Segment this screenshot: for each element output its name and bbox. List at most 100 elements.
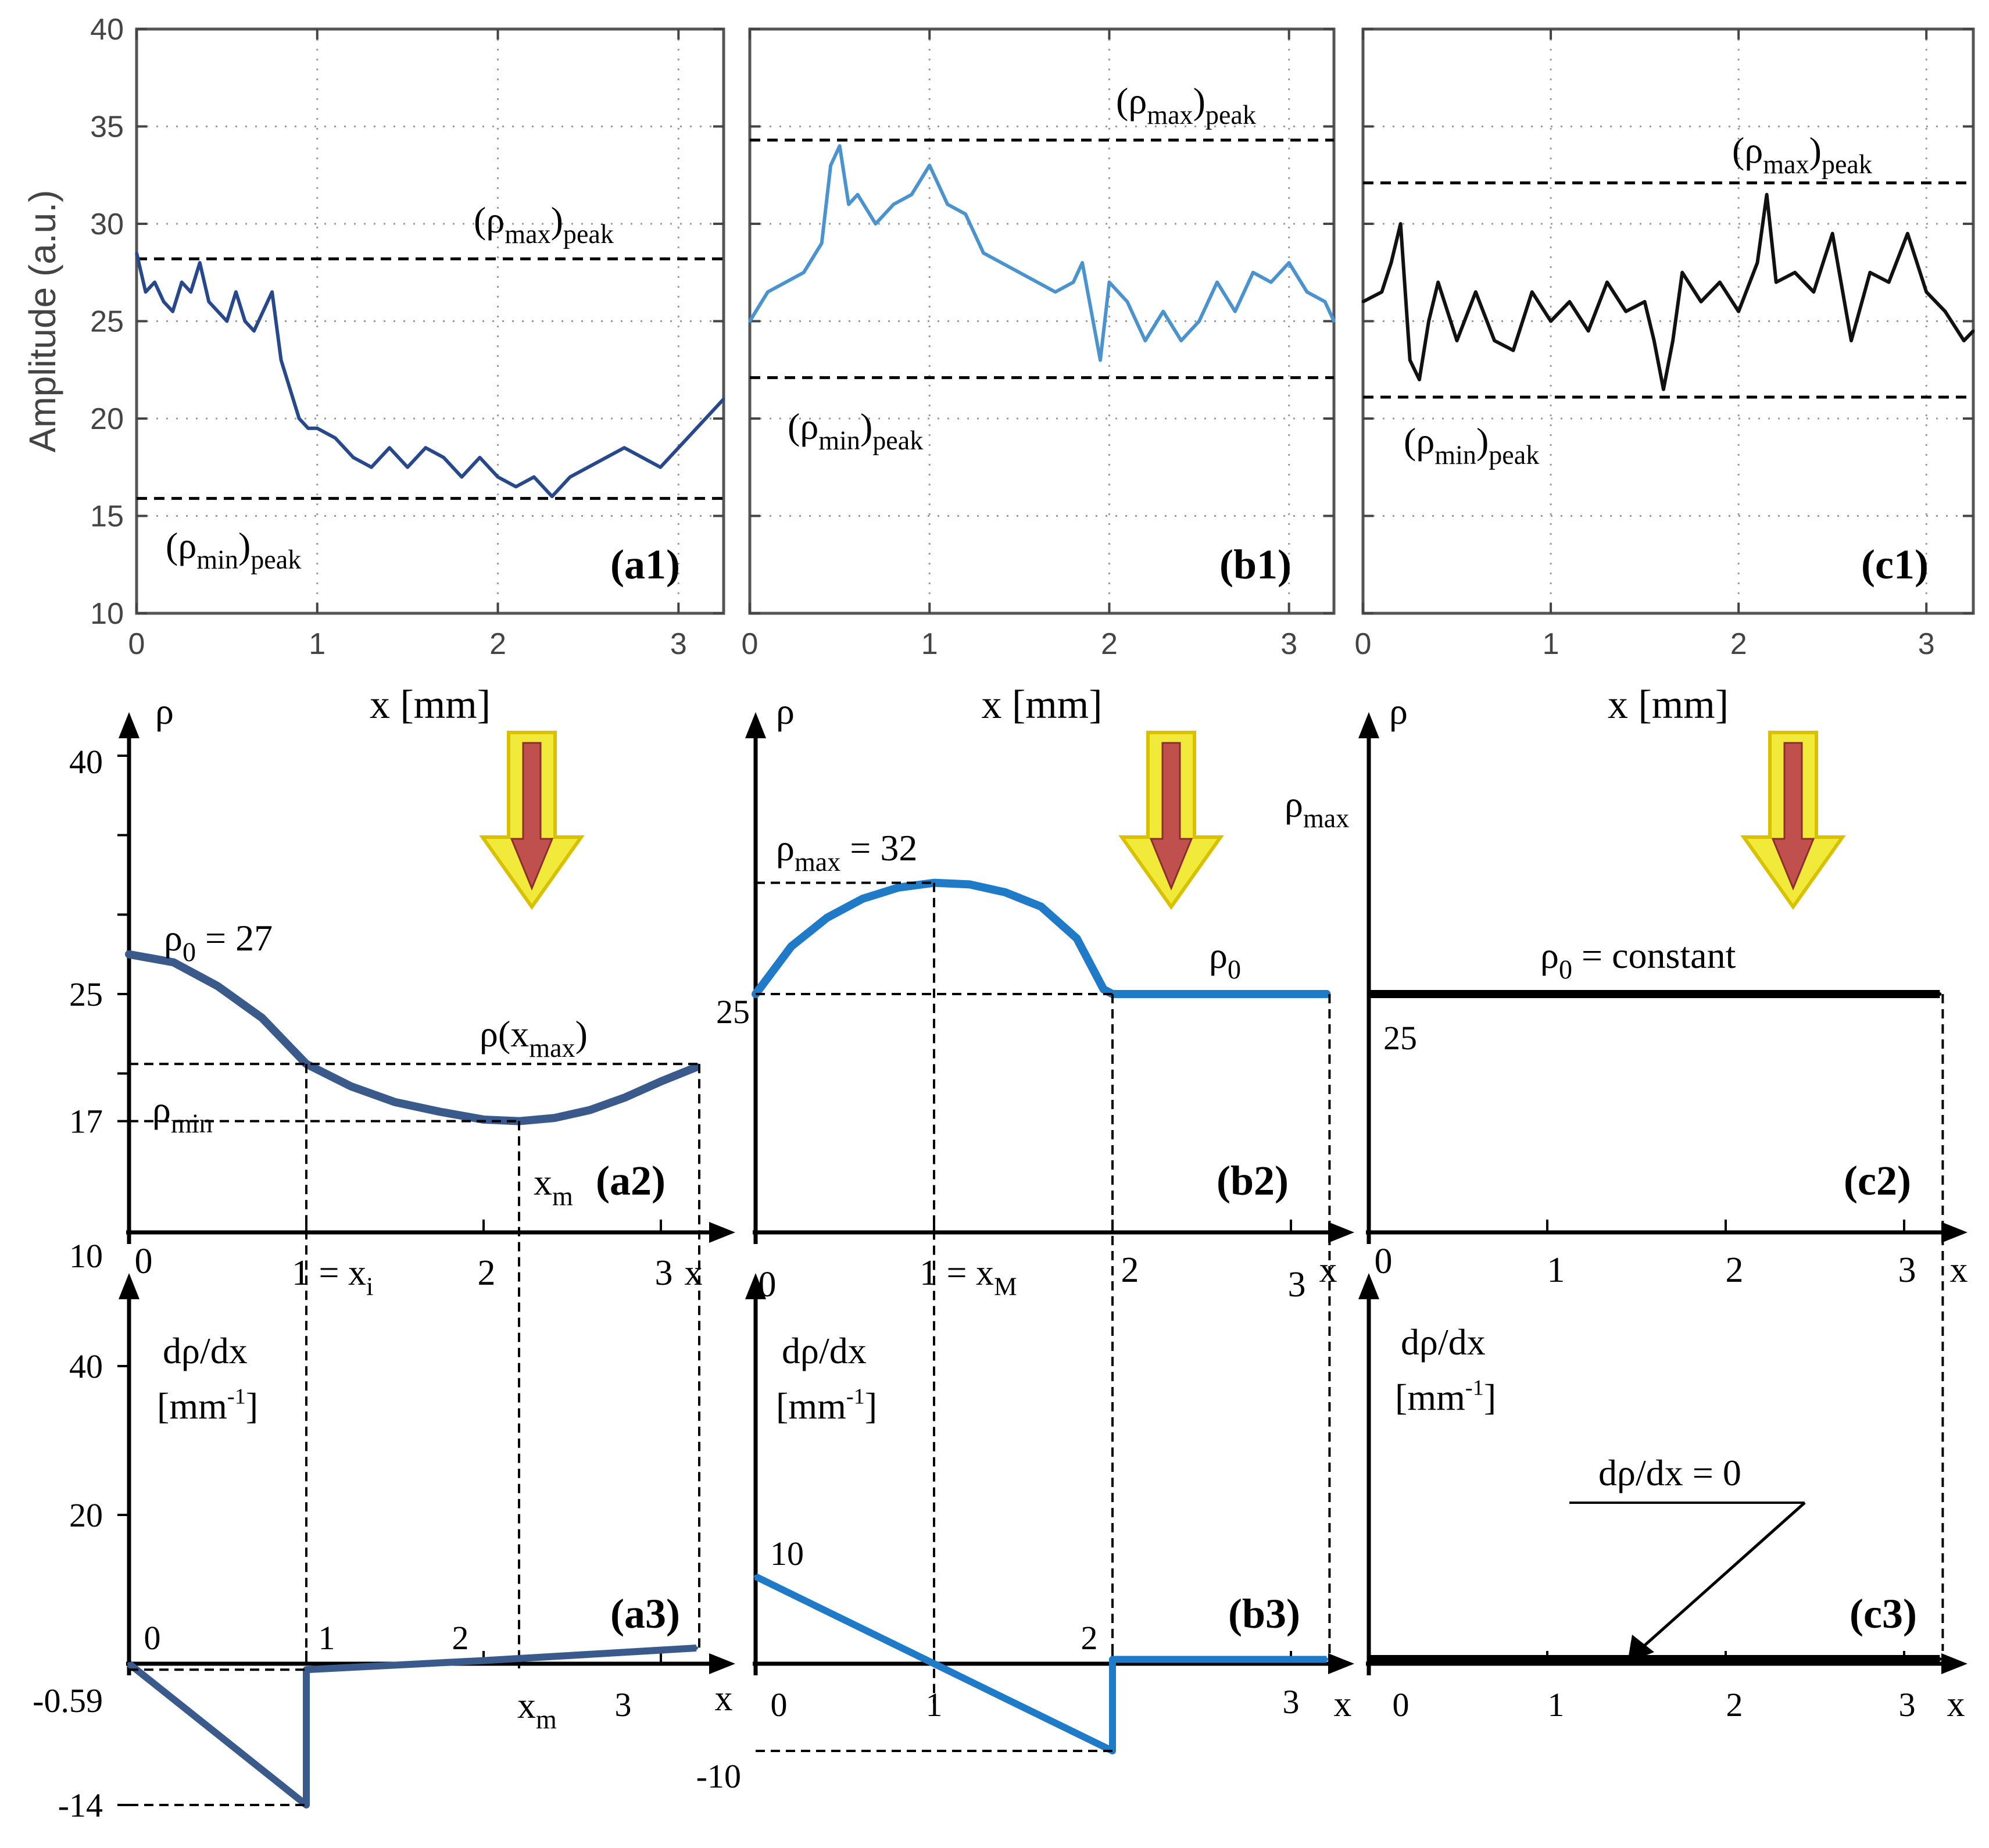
c2-rho0-label-part-0: ρ <box>1540 935 1559 976</box>
c1-hline-label-part-0: (ρ <box>1404 420 1434 462</box>
c2-rho-max-label-part-1: max <box>1303 803 1349 833</box>
b2-data-point <box>1325 992 1329 996</box>
a3-ylabel-unit-part-2: ] <box>246 1385 258 1427</box>
a1-xtick-label: 2 <box>489 627 506 661</box>
a1-data-point <box>243 320 246 323</box>
c1-hline-label-part-1: min <box>1434 440 1476 470</box>
c1-data-point <box>1850 339 1853 342</box>
a2-xtick-label: 2 <box>478 1253 496 1293</box>
b1-data-point <box>1269 281 1273 284</box>
a1-panel-label: (a1) <box>610 541 680 588</box>
a1-data-point <box>171 310 174 313</box>
b1-data-point <box>982 251 985 255</box>
a2-data-point <box>260 1016 264 1020</box>
a1-data-point <box>262 310 265 313</box>
c1-data-point <box>1399 222 1403 226</box>
a1-ytick-label: 30 <box>90 208 124 241</box>
a1-data-point <box>722 398 725 401</box>
c2-xtick-label: 1 <box>1547 1250 1565 1290</box>
b1-data-point <box>1125 300 1129 303</box>
b3-xtick-label: 1 <box>926 1686 943 1724</box>
a1-data-point <box>496 476 500 478</box>
a3-xlabel: x <box>715 1679 733 1718</box>
a1-ytick-label: 25 <box>90 305 124 339</box>
a2-rho-xmax-label-part-1: max <box>529 1033 575 1063</box>
b1-data-point <box>1000 261 1003 264</box>
a2-y-axis-arrowhead <box>119 712 139 738</box>
a1-data-point <box>180 281 184 284</box>
a1-data-point <box>388 446 391 449</box>
b1-data-point <box>1090 310 1093 313</box>
b1-data-point <box>1099 359 1102 362</box>
c2-rho0-label: ρ0 = constant <box>1540 935 1736 984</box>
c1-data-point <box>1418 378 1421 381</box>
b3-xtick-label: 2 <box>1081 1619 1098 1657</box>
b2-x-axis-arrowhead <box>1328 1222 1354 1243</box>
c1-data-point <box>1962 339 1966 342</box>
b1-data-point <box>1143 339 1147 342</box>
c1-data-point <box>1868 271 1872 274</box>
down-arrow-icon <box>479 731 585 910</box>
a1-xlabel: x [mm] <box>370 682 491 727</box>
b2-rho0-label: ρ0 <box>1209 935 1241 984</box>
b1-data-point <box>802 271 806 274</box>
c3-ylabel: dρ/dx <box>1401 1321 1486 1363</box>
c1-data-point <box>1924 290 1928 294</box>
a2-xtick-label: 1 = xi <box>292 1253 373 1300</box>
a1-data-point <box>478 456 481 459</box>
a2-data-point <box>624 1095 627 1099</box>
b1-hline-label-part-1: max <box>1147 100 1193 130</box>
c2-ytick-label: 25 <box>1383 1019 1417 1057</box>
b2-xtick-label: 1 = xM <box>920 1253 1017 1300</box>
b2-xtick-label-part-1: M <box>994 1271 1017 1300</box>
a1-data-point <box>641 456 644 459</box>
a3-x-axis-arrowhead <box>709 1653 735 1674</box>
c2-ylabel: ρ <box>1389 691 1408 732</box>
a1-hline-label-part-0: (ρ <box>474 199 505 241</box>
c1-hline-label-part-3: peak <box>1822 149 1873 179</box>
a1-hline-label-part-2: ) <box>238 525 251 566</box>
a2-x-axis-arrowhead <box>709 1222 735 1243</box>
b1-data-point <box>847 203 850 206</box>
b1-data-point <box>874 222 877 226</box>
a1-hline-label-part-1: max <box>505 219 550 249</box>
b2-data-point <box>1075 936 1079 941</box>
a3-xm-label-part-1: m <box>536 1704 557 1734</box>
c1-xtick-label: 1 <box>1543 627 1559 661</box>
a2-data-point <box>659 1080 663 1084</box>
a2-data-point <box>216 984 220 988</box>
a1-data-point <box>198 261 202 264</box>
a2-ytick-label: 17 <box>69 1103 103 1141</box>
c1-frame <box>1361 27 1975 615</box>
b1-data-point <box>766 290 770 294</box>
a2-ylabel: ρ <box>155 691 174 732</box>
c3-leader-arrow <box>1644 1502 1806 1646</box>
a2-rho-min-label-part-1: min <box>171 1109 213 1138</box>
a3-ytick-label: -0.59 <box>33 1682 103 1720</box>
b1-data-point <box>1018 271 1021 274</box>
a1-hline-label: (ρmax)peak <box>474 199 614 249</box>
b3-xtick-label: 0 <box>771 1686 788 1724</box>
b1-hline-label-part-3: peak <box>1205 100 1257 130</box>
c3-ylabel-unit-part-2: ] <box>1484 1377 1496 1418</box>
b2-data-point <box>1101 987 1106 991</box>
c1-data-point <box>1662 388 1665 391</box>
b2-xlabel: x <box>1319 1250 1337 1290</box>
c1-panel-label: (c1) <box>1861 541 1929 588</box>
a2-panel-label: (a2) <box>596 1157 666 1204</box>
a1-data-point <box>135 251 138 255</box>
a3-curve <box>127 1645 697 1808</box>
b3-ylabel-unit-part-1: -1 <box>846 1384 865 1409</box>
b2-rho-max-label-part-1: max <box>795 847 840 877</box>
c1-hline-label-part-2: ) <box>1476 420 1489 462</box>
b1-xtick-label: 0 <box>742 627 759 661</box>
c1-data-point <box>1737 310 1740 313</box>
down-arrow-icon <box>1740 731 1846 910</box>
b1-data-point <box>1323 300 1327 303</box>
b2-data-point <box>896 885 900 889</box>
a1-data-point <box>442 456 445 459</box>
a3-data-point <box>127 1662 131 1665</box>
a2-rho0-label-part-2: = 27 <box>196 917 273 959</box>
b1-data-point <box>748 320 752 323</box>
c2-rho0-label-part-1: 0 <box>1559 955 1572 984</box>
